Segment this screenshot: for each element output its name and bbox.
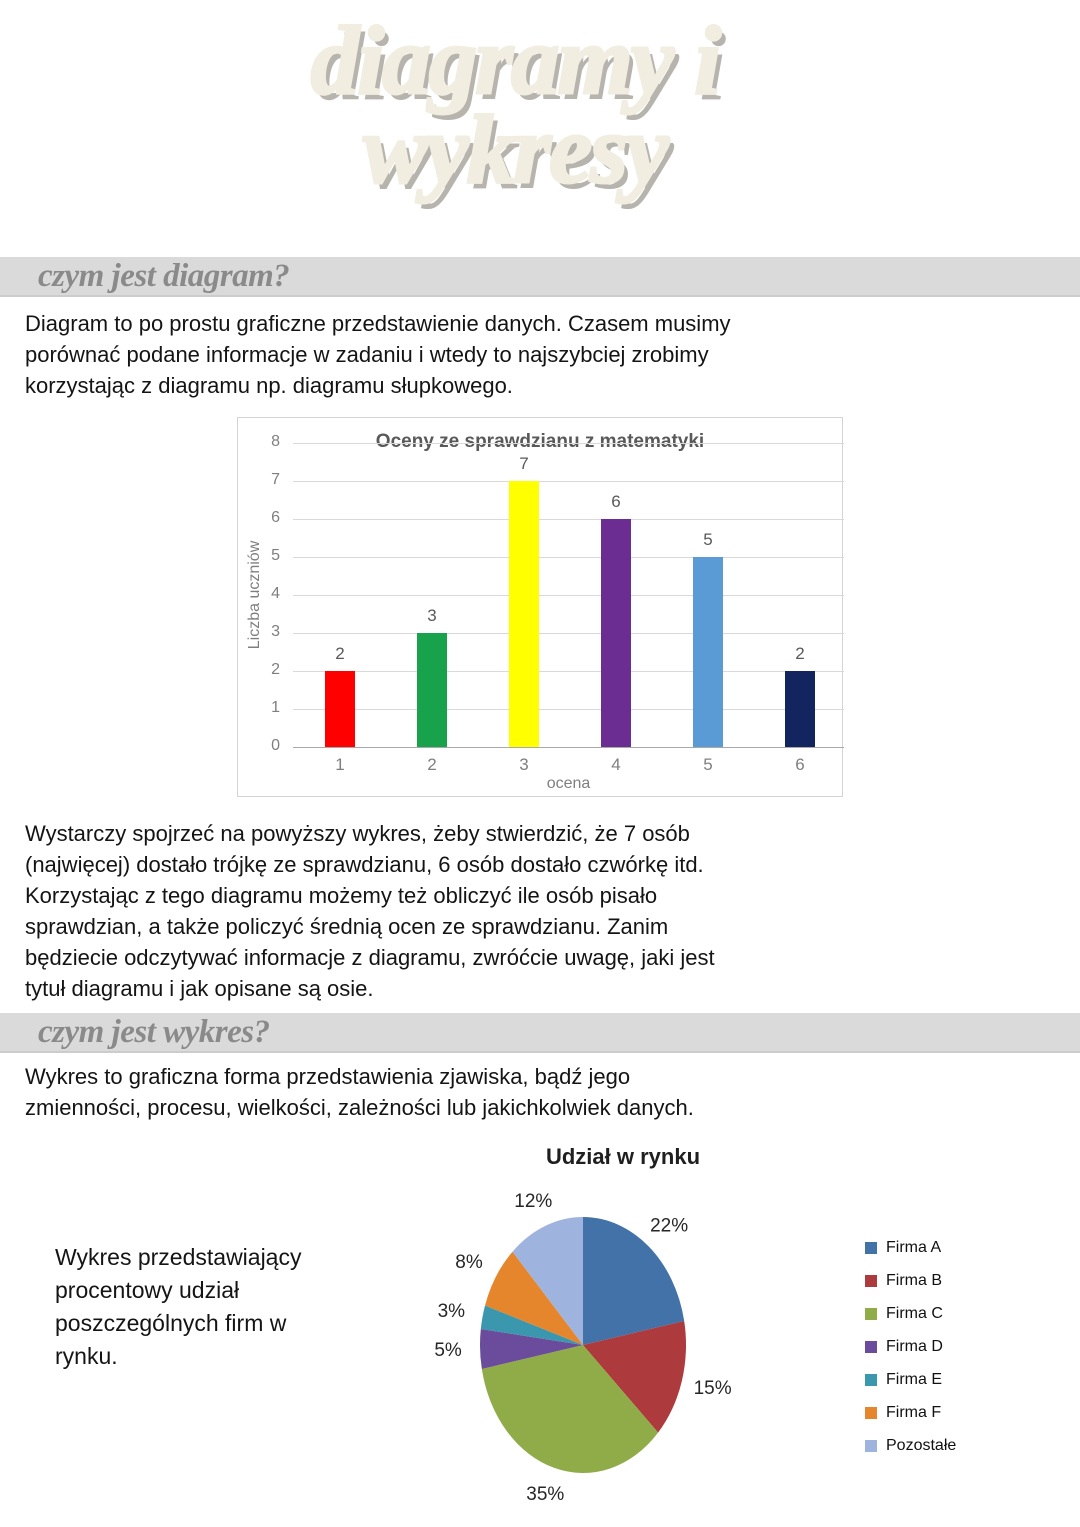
pie-slice-firma-e	[480, 1305, 583, 1345]
pie-slice-firma-f	[485, 1251, 583, 1345]
legend-swatch-icon	[865, 1440, 877, 1452]
legend-label: Firma A	[886, 1239, 942, 1256]
bar-grade-4	[601, 519, 631, 747]
pie-chart-title: Udział w rynku	[545, 1144, 701, 1169]
legend-swatch-icon	[865, 1341, 877, 1353]
pie-svg: 22% 15% 35% 5% 3% 8% 12%	[434, 1191, 732, 1505]
pie-slice-firma-c	[481, 1345, 659, 1473]
pie-legend: Firma A Firma B Firma C Firma D Firma E Firma…	[865, 1238, 956, 1469]
legend-item-pozostałe: Pozostałe	[865, 1436, 956, 1456]
legend-label: Firma E	[886, 1371, 942, 1388]
pie-percent-label-firma-a: 22%	[650, 1216, 688, 1237]
legend-swatch-icon	[865, 1308, 877, 1320]
pie-slice-firma-d	[479, 1328, 583, 1369]
heading-czym-jest-diagram: czym jest diagram?	[38, 258, 290, 294]
legend-item-firma-d: Firma D	[865, 1337, 956, 1357]
bar-chart-plot: 2 1 3 2 7 3 6 4 5 5 2 6	[293, 443, 844, 774]
legend-item-firma-b: Firma B	[865, 1271, 956, 1291]
gridline-6	[293, 519, 844, 520]
y-tick-label-8: 8	[271, 433, 280, 450]
pie-slice-pozostałe	[512, 1217, 583, 1345]
bar-grade-3	[509, 481, 539, 747]
y-tick-label-3: 3	[271, 623, 280, 640]
page-title-line1: diagramy i	[309, 7, 722, 114]
section-banner-wykres: czym jest wykres?	[0, 1013, 1080, 1053]
bar-chart-x-axis-label: ocena	[546, 775, 591, 792]
gridline-1	[293, 709, 844, 710]
gridline-2	[293, 671, 844, 672]
section-banner-diagram: czym jest diagram?	[0, 257, 1080, 297]
bar-chart-title: Oceny ze sprawdzianu z matematyki	[375, 431, 705, 452]
bar-chart-y-ticks: 0 1 2 3 4 5 6 7 8	[246, 433, 280, 754]
bar-value-label-1: 2	[335, 644, 345, 663]
bar-grade-1	[325, 671, 355, 747]
y-tick-label-2: 2	[271, 661, 280, 678]
bar-value-label-4: 6	[611, 492, 621, 511]
gridline-0	[293, 747, 844, 748]
legend-item-firma-c: Firma C	[865, 1304, 956, 1324]
x-tick-label-3: 3	[519, 755, 529, 774]
legend-item-firma-e: Firma E	[865, 1370, 956, 1390]
heading-czym-jest-wykres: czym jest wykres?	[38, 1014, 270, 1050]
legend-label: Pozostałe	[886, 1437, 957, 1454]
pie-percent-label-firma-c: 35%	[526, 1484, 564, 1505]
pie-percent-label-firma-f: 8%	[455, 1252, 483, 1273]
legend-label: Firma B	[886, 1272, 942, 1289]
x-tick-label-2: 2	[427, 755, 437, 774]
legend-swatch-icon	[865, 1374, 877, 1386]
y-tick-label-5: 5	[271, 547, 280, 564]
y-tick-label-0: 0	[271, 737, 280, 754]
legend-label: Firma F	[886, 1404, 942, 1421]
bar-value-label-5: 5	[703, 530, 713, 549]
page-title-line2: wykresy	[362, 96, 671, 204]
bar-value-label-3: 7	[519, 454, 529, 473]
gridline-7	[293, 481, 844, 482]
gridline-8	[293, 443, 844, 444]
pie-percent-label-firma-d: 5%	[434, 1340, 462, 1361]
gridline-5	[293, 557, 844, 558]
paragraph-wykres-intro: Wykres to graficzna forma przedstawienia…	[25, 1064, 694, 1120]
legend-item-firma-f: Firma F	[865, 1403, 956, 1423]
pie-slice-firma-b	[583, 1321, 687, 1433]
y-tick-label-4: 4	[271, 585, 280, 602]
x-tick-label-1: 1	[335, 755, 345, 774]
paragraph-diagram-explanation: Wystarczy spojrzeć na powyższy wykres, ż…	[25, 821, 715, 1001]
x-tick-label-4: 4	[611, 755, 621, 774]
legend-label: Firma C	[886, 1305, 943, 1322]
bar-chart: Oceny ze sprawdzianu z matematyki Liczba…	[237, 417, 844, 797]
y-tick-label-7: 7	[271, 471, 280, 488]
legend-swatch-icon	[865, 1242, 877, 1254]
pie-percent-label-firma-e: 3%	[438, 1301, 466, 1322]
legend-label: Firma D	[886, 1338, 943, 1355]
bar-grade-5	[693, 557, 723, 747]
bar-value-label-2: 3	[427, 606, 437, 625]
legend-swatch-icon	[865, 1275, 877, 1287]
pie-percent-label-firma-b: 15%	[694, 1378, 732, 1399]
page-title: diagramy i wykresy	[0, 7, 1055, 204]
bar-value-label-6: 2	[795, 644, 805, 663]
pie-percent-label-pozostałe: 12%	[514, 1191, 552, 1212]
y-tick-label-6: 6	[271, 509, 280, 526]
x-tick-label-6: 6	[795, 755, 805, 774]
gridline-4	[293, 595, 844, 596]
bar-grade-6	[785, 671, 815, 747]
bar-grade-2	[417, 633, 447, 747]
pie-chart-caption: Wykres przedstawiający procentowy udział…	[55, 1244, 302, 1369]
legend-item-firma-a: Firma A	[865, 1238, 956, 1258]
pie-slice-firma-a	[583, 1217, 685, 1345]
gridline-3	[293, 633, 844, 634]
y-tick-label-1: 1	[271, 699, 280, 716]
x-tick-label-5: 5	[703, 755, 713, 774]
paragraph-diagram-intro: Diagram to po prostu graficzne przedstaw…	[25, 311, 731, 398]
legend-swatch-icon	[865, 1407, 877, 1419]
